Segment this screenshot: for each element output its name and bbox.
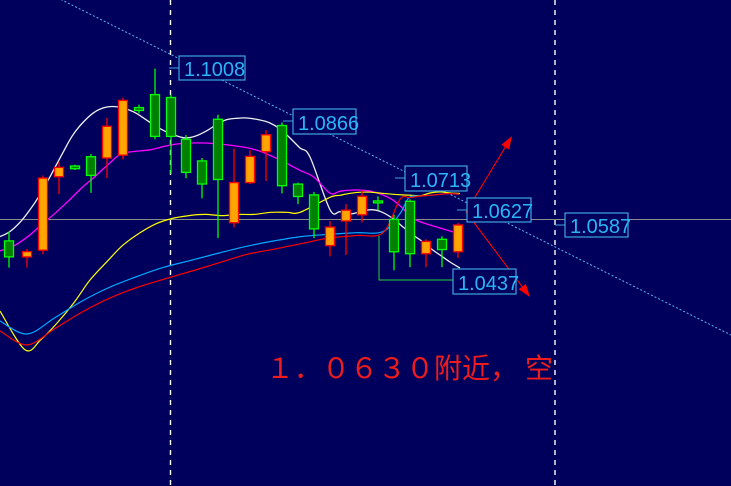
svg-text:1.0866: 1.0866: [298, 113, 359, 135]
svg-text:1.0437: 1.0437: [458, 273, 519, 295]
svg-text:1.0713: 1.0713: [410, 170, 471, 192]
svg-text:１．０６３０附近， 空: １．０６３０附近， 空: [266, 353, 553, 385]
svg-text:1.0587: 1.0587: [570, 216, 631, 238]
svg-text:1.1008: 1.1008: [184, 59, 245, 81]
svg-text:1.0627: 1.0627: [472, 201, 533, 223]
